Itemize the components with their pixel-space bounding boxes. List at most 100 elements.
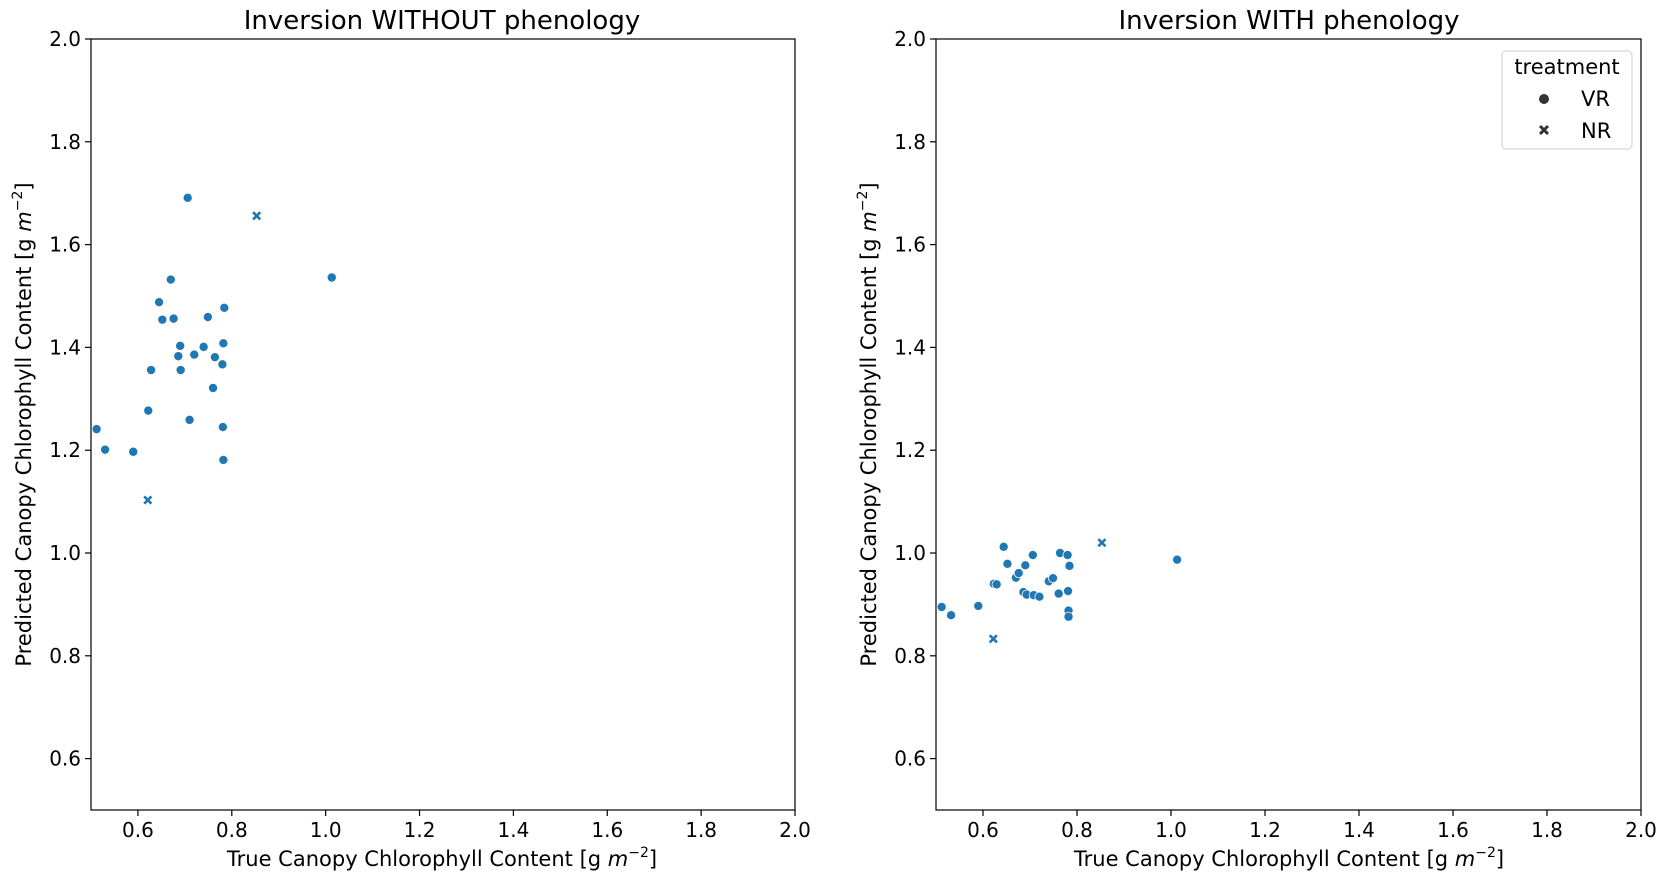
x-axis-label-unit-var: m	[1455, 847, 1475, 871]
data-points	[91, 192, 337, 505]
x-tick-label: 1.6	[1437, 818, 1469, 842]
y-tick-label: 2.0	[894, 27, 926, 51]
y-tick-label: 1.4	[49, 335, 81, 359]
data-point-nr	[252, 211, 262, 221]
y-axis-label-end: ]	[857, 182, 881, 190]
scatter-panel-with-phenology: Inversion WITH phenology 0.6 0.8 1.0 1.2 1.4…	[855, 6, 1657, 871]
legend-label-nr: NR	[1581, 119, 1611, 143]
y-tick-label: 1.0	[894, 541, 926, 565]
x-axis-label-end: ]	[1496, 847, 1504, 871]
x-tick-label: 2.0	[1625, 818, 1657, 842]
data-point-vr	[1063, 611, 1074, 622]
data-point-vr	[1002, 558, 1013, 569]
plot-area	[935, 38, 1642, 811]
legend-title: treatment	[1514, 55, 1619, 79]
data-point-vr	[198, 341, 209, 352]
data-point-vr	[1027, 550, 1038, 561]
legend-box	[1501, 50, 1633, 150]
data-point-vr	[91, 424, 102, 435]
scatter-panel-without-phenology: Inversion WITHOUT phenology 0.6 0.8 1.0 1.2…	[10, 6, 811, 871]
data-point-nr	[1097, 538, 1107, 548]
x-tick-label: 2.0	[779, 818, 811, 842]
legend-marker-nr	[1538, 124, 1550, 136]
y-axis-label-main: Predicted Canopy Chlorophyll Content [g	[12, 232, 36, 667]
y-tick-label: 0.8	[49, 644, 81, 668]
y-axis-label: Predicted Canopy Chlorophyll Content [g …	[10, 182, 36, 666]
y-tick-label: 1.6	[49, 233, 81, 257]
data-point-vr	[1034, 591, 1045, 602]
data-point-vr	[143, 405, 154, 416]
x-axis-ticks: 0.6 0.8 1.0 1.2 1.4 1.6 1.8 2.0	[967, 810, 1657, 842]
x-tick-label: 0.8	[216, 818, 248, 842]
y-tick-label: 1.8	[49, 130, 81, 154]
data-point-vr	[202, 312, 213, 323]
y-axis-label: Predicted Canopy Chlorophyll Content [g …	[855, 182, 881, 666]
y-axis-ticks: 0.6 0.8 1.0 1.2 1.4 1.6 1.8 2.0	[894, 27, 936, 771]
legend-marker-vr	[1539, 94, 1549, 104]
data-point-nr	[988, 634, 998, 644]
y-tick-label: 0.6	[894, 747, 926, 771]
x-axis-ticks: 0.6 0.8 1.0 1.2 1.4 1.6 1.8 2.0	[122, 810, 811, 842]
y-axis-label-end: ]	[12, 182, 36, 190]
data-point-vr	[1062, 550, 1073, 561]
data-points	[936, 538, 1183, 644]
data-point-nr	[143, 495, 153, 505]
data-point-vr	[936, 601, 947, 612]
y-axis-label-main: Predicted Canopy Chlorophyll Content [g	[857, 232, 881, 667]
data-point-vr	[168, 313, 179, 324]
x-tick-label: 1.2	[404, 818, 436, 842]
legend-label-vr: VR	[1581, 87, 1610, 111]
data-point-vr	[1048, 573, 1059, 584]
x-axis-label: True Canopy Chlorophyll Content [g m−2]	[226, 845, 657, 871]
data-point-vr	[189, 349, 200, 360]
x-tick-label: 0.8	[1061, 818, 1093, 842]
chart-title: Inversion WITH phenology	[1118, 6, 1459, 36]
data-point-vr	[182, 192, 193, 203]
x-tick-label: 1.8	[685, 818, 717, 842]
x-axis-label-unit-var: m	[608, 847, 628, 871]
data-point-vr	[1172, 554, 1183, 565]
y-tick-label: 1.4	[894, 335, 926, 359]
y-axis-ticks: 0.6 0.8 1.0 1.2 1.4 1.6 1.8 2.0	[49, 27, 91, 771]
x-axis-label-main: True Canopy Chlorophyll Content [g	[226, 847, 608, 871]
x-axis-label-unit-exp: −2	[628, 845, 649, 861]
x-tick-label: 1.2	[1249, 818, 1281, 842]
y-tick-label: 1.6	[894, 233, 926, 257]
plot-area	[90, 38, 796, 811]
data-point-vr	[1013, 568, 1024, 579]
data-point-vr	[1020, 560, 1031, 571]
y-tick-label: 1.2	[49, 438, 81, 462]
x-tick-label: 1.6	[591, 818, 623, 842]
y-tick-label: 2.0	[49, 27, 81, 51]
data-point-vr	[208, 383, 219, 394]
data-point-vr	[946, 610, 957, 621]
y-axis-label-unit-exp: −2	[10, 191, 26, 212]
y-tick-label: 0.6	[49, 747, 81, 771]
data-point-vr	[146, 365, 157, 376]
x-tick-label: 1.0	[310, 818, 342, 842]
x-tick-label: 1.4	[1343, 818, 1375, 842]
chart-title: Inversion WITHOUT phenology	[244, 6, 640, 36]
legend: treatment VR NR	[1501, 50, 1633, 150]
data-point-vr	[1063, 586, 1074, 597]
data-point-vr	[998, 541, 1009, 552]
x-axis-label-main: True Canopy Chlorophyll Content [g	[1073, 847, 1455, 871]
data-point-vr	[991, 579, 1002, 590]
data-point-vr	[219, 302, 230, 313]
data-point-vr	[973, 600, 984, 611]
x-tick-label: 1.0	[1155, 818, 1187, 842]
y-tick-label: 1.2	[894, 438, 926, 462]
y-axis-label-unit-var: m	[12, 211, 36, 231]
data-point-vr	[218, 338, 229, 349]
data-point-vr	[165, 274, 176, 285]
data-point-vr	[175, 365, 186, 376]
y-tick-label: 1.0	[49, 541, 81, 565]
data-point-vr	[326, 272, 337, 283]
data-point-vr	[173, 351, 184, 362]
data-point-vr	[184, 414, 195, 425]
data-point-vr	[100, 444, 111, 455]
x-axis-label-unit-exp: −2	[1475, 845, 1496, 861]
data-point-vr	[209, 352, 220, 363]
x-axis-label-end: ]	[649, 847, 657, 871]
